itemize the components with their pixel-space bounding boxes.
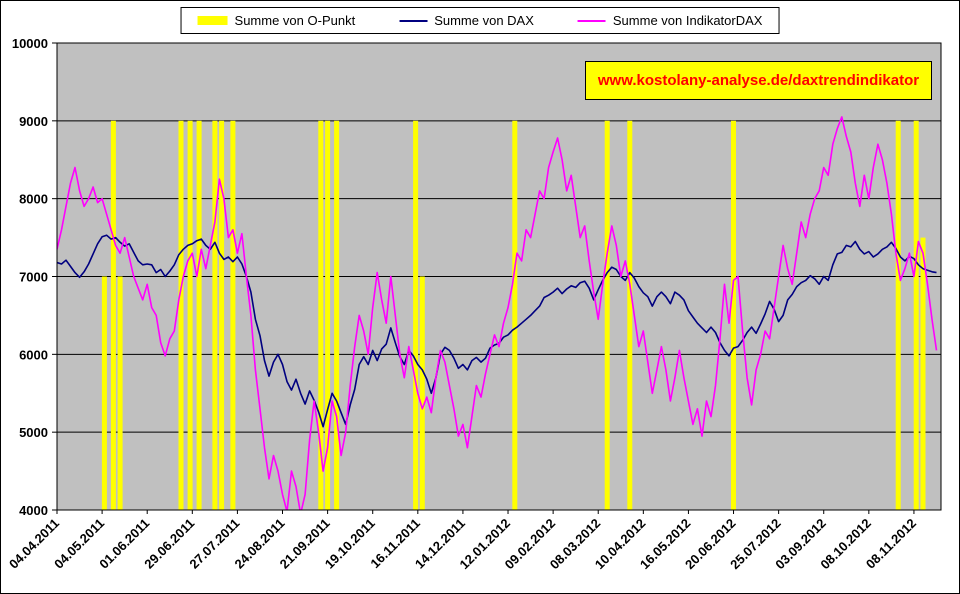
dax-line-swatch-icon xyxy=(399,19,428,22)
o-punkt-swatch-icon xyxy=(197,16,228,25)
legend-label-o-punkt: Summe von O-Punkt xyxy=(234,13,356,28)
series-o-punkt-bars xyxy=(101,120,926,510)
y-tick-label: 8000 xyxy=(19,192,48,207)
series-dax-line xyxy=(57,234,937,428)
watermark-url-box: www.kostolany-analyse.de/daxtrendindikat… xyxy=(585,61,932,100)
legend: Summe von O-Punkt Summe von DAX Summe vo… xyxy=(180,7,780,34)
legend-label-dax: Summe von DAX xyxy=(434,13,534,28)
x-axis: 04.04.201104.05.201101.06.201129.06.2011… xyxy=(6,510,919,572)
legend-item-o-punkt: Summe von O-Punkt xyxy=(197,13,356,28)
y-axis: 4000 5000 6000 7000 8000 9000 10000 xyxy=(12,36,57,518)
watermark-url-text: www.kostolany-analyse.de/daxtrendindikat… xyxy=(597,72,920,89)
y-tick-label: 10000 xyxy=(12,36,48,51)
y-tick-label: 7000 xyxy=(19,270,48,285)
series-indikatordax-line xyxy=(57,116,938,510)
y-tick-label: 6000 xyxy=(19,347,48,362)
legend-item-indikatordax: Summe von IndikatorDAX xyxy=(577,13,763,28)
y-tick-label: 5000 xyxy=(19,425,48,440)
y-tick-label: 9000 xyxy=(19,114,48,129)
legend-item-dax: Summe von DAX xyxy=(399,13,534,28)
indikatordax-line-swatch-icon xyxy=(577,19,606,22)
y-tick-label: 4000 xyxy=(19,503,48,518)
legend-label-indikatordax: Summe von IndikatorDAX xyxy=(612,13,763,28)
